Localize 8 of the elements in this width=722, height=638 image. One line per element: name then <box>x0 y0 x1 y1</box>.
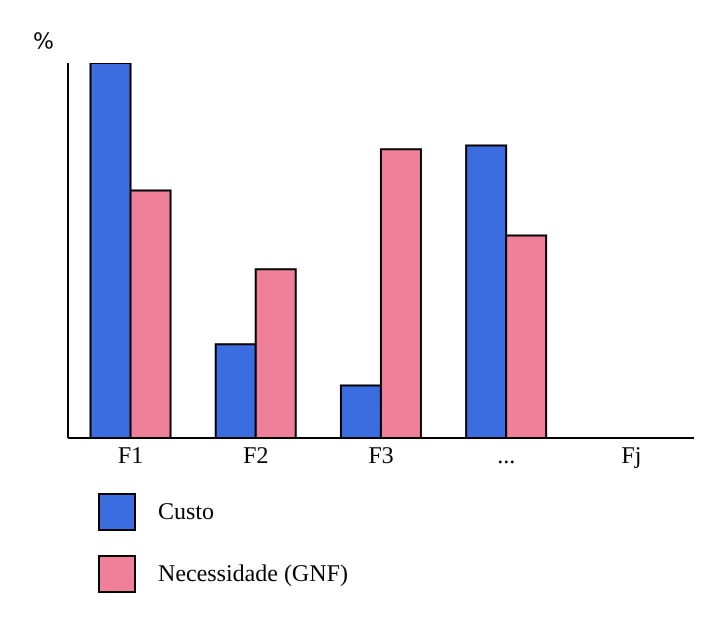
legend-label: Necessidade (GNF) <box>158 560 348 588</box>
x-tick-label: F1 <box>118 443 144 470</box>
y-axis-title: % <box>33 30 54 55</box>
x-tick-label: Fj <box>621 443 642 470</box>
x-tick-label: F2 <box>243 443 268 470</box>
x-tick-label: ... <box>497 443 516 470</box>
legend-label: Custo <box>158 498 214 526</box>
x-tick-label: F3 <box>368 443 394 470</box>
